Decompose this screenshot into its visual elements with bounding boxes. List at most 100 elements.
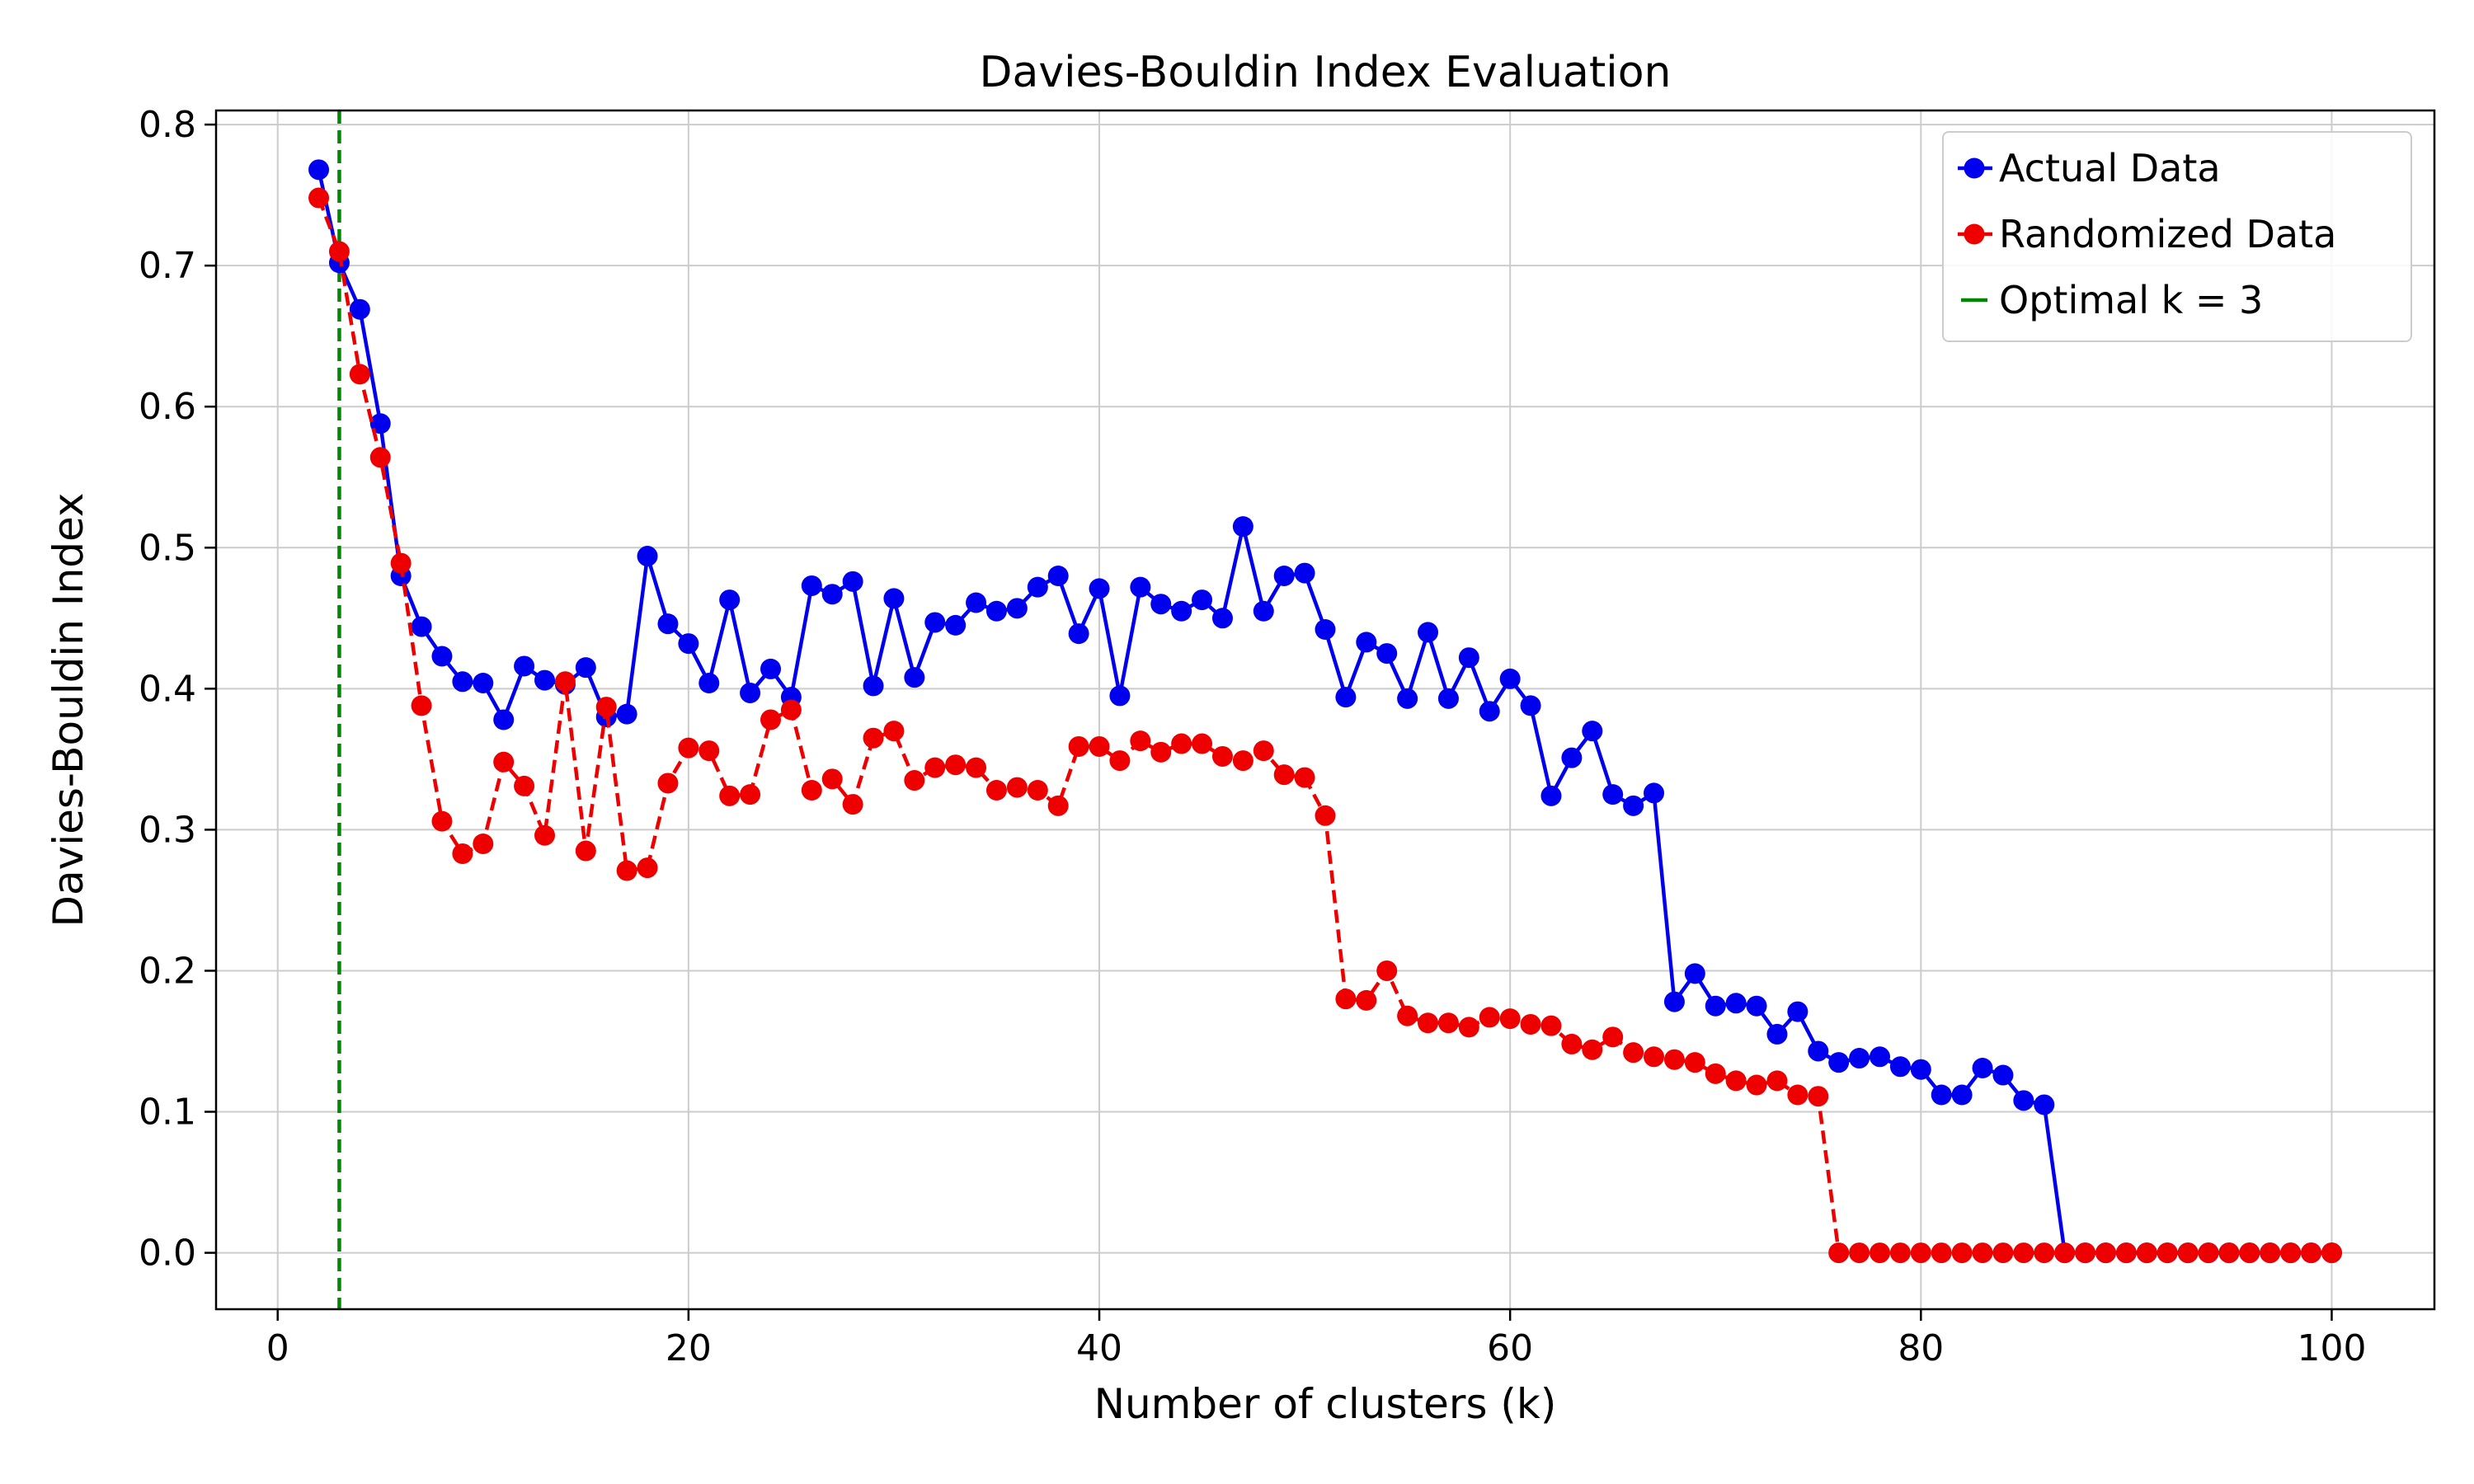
data-point [452,843,473,864]
data-point [719,786,740,806]
data-point [719,589,740,610]
data-point [1623,796,1644,816]
y-tick-label: 0.0 [139,1233,196,1275]
y-tick-label: 0.1 [139,1092,196,1134]
data-point [904,770,924,791]
data-point [1150,742,1171,763]
data-point [1007,598,1028,618]
data-point [1828,1242,1849,1263]
data-point [493,752,514,773]
data-point [1315,805,1336,826]
data-point [863,675,884,696]
data-point [1911,1242,1931,1263]
data-point [966,592,986,613]
data-point [1787,1002,1808,1022]
data-point [883,588,904,608]
data-point [2075,1242,2095,1263]
data-point [1274,566,1295,586]
data-point [1602,784,1623,805]
data-point [657,773,678,793]
data-point [637,857,658,878]
data-point [822,584,843,604]
data-point [534,825,555,846]
legend-entry: Randomized Data [1958,212,2336,256]
data-point [412,617,432,637]
data-point [760,659,781,679]
data-point [2095,1242,2116,1263]
data-point [1747,1075,1767,1096]
data-point [1602,1026,1623,1047]
data-point [740,784,760,805]
data-point [904,667,924,688]
data-point [863,728,884,749]
data-point [2239,1242,2260,1263]
data-point [1664,992,1685,1012]
data-point [350,299,370,320]
data-point [1233,750,1253,771]
x-axis-ticks: 0 20 40 60 80 100 [266,1309,2367,1369]
data-point [781,700,802,721]
data-point [1335,687,1356,707]
data-point [1356,632,1376,652]
y-tick-label: 0.3 [139,809,196,851]
data-point [1828,1052,1849,1073]
data-point [1973,1058,1993,1078]
data-point [2280,1242,2301,1263]
data-point [1212,608,1233,628]
y-tick-label: 0.6 [139,386,196,428]
data-point [329,242,350,262]
data-point [1028,780,1048,801]
data-point [678,633,698,654]
data-point [1992,1065,2013,1086]
data-point [1048,796,1069,816]
data-point [802,575,822,596]
data-point [391,553,412,574]
x-tick-label: 20 [666,1327,712,1369]
y-tick-label: 0.5 [139,527,196,569]
data-point [2013,1090,2034,1111]
data-point [1561,748,1582,768]
data-point [452,671,473,692]
data-point [1438,1012,1459,1033]
legend-label: Actual Data [1999,146,2221,190]
data-point [1130,730,1150,751]
data-point [2199,1242,2219,1263]
data-point [2054,1242,2075,1263]
data-point [2034,1094,2054,1115]
y-axis-label: Davies-Bouldin Index [45,492,92,927]
data-point [1069,736,1089,757]
data-point [1356,990,1376,1011]
data-point [1747,996,1767,1017]
y-tick-label: 0.4 [139,668,196,710]
data-point [1315,619,1336,640]
data-point [412,695,432,716]
data-point [350,364,370,384]
data-point [1685,1052,1705,1073]
data-point [1253,601,1274,622]
data-point [1521,695,1541,716]
data-point [1623,1042,1644,1063]
data-point [1212,746,1233,767]
data-point [698,673,719,693]
data-point [924,612,945,632]
data-point [1376,643,1397,664]
data-point [2034,1242,2054,1263]
data-point [2116,1242,2137,1263]
data-point [1171,734,1192,754]
data-point [1007,777,1028,798]
data-point [1192,589,1212,610]
data-point [596,697,617,717]
data-point [1766,1024,1787,1045]
data-point [1766,1070,1787,1091]
data-point [1397,1006,1418,1026]
data-point [678,738,698,758]
data-point [1890,1056,1911,1077]
data-point [1973,1242,1993,1263]
data-point [1500,669,1521,689]
data-point [740,683,760,703]
data-point [1952,1084,1973,1105]
data-point [1644,1046,1664,1067]
legend-entry: Optimal k = 3 [1961,278,2263,322]
legend: Actual Data Randomized Data Optimal k = 3 [1943,132,2411,341]
